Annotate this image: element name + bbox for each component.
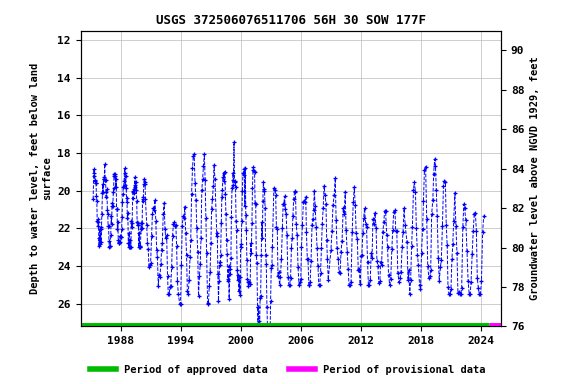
Y-axis label: Depth to water level, feet below land
surface: Depth to water level, feet below land su… <box>31 63 52 294</box>
Title: USGS 372506076511706 56H 30 SOW 177F: USGS 372506076511706 56H 30 SOW 177F <box>156 14 426 27</box>
Legend: Period of approved data, Period of provisional data: Period of approved data, Period of provi… <box>86 361 490 379</box>
Y-axis label: Groundwater level above NGVD 1929, feet: Groundwater level above NGVD 1929, feet <box>530 57 540 300</box>
